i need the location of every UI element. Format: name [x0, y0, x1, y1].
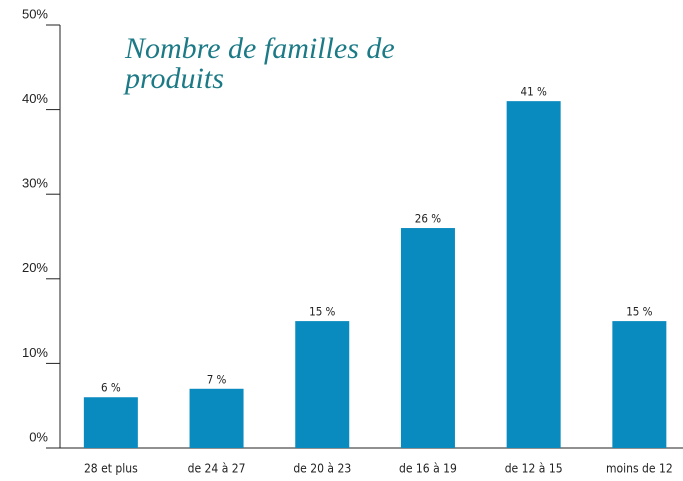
value-label: 7 %	[207, 372, 227, 386]
x-tick-label: de 24 à 27	[188, 462, 246, 476]
x-tick-label: moins de 12	[606, 462, 673, 476]
bar	[400, 228, 455, 448]
y-tick-label: 10%	[22, 345, 48, 360]
value-label: 26 %	[415, 212, 441, 226]
bar	[506, 101, 561, 448]
y-tick-label: 0%	[29, 429, 48, 444]
y-tick-label: 30%	[22, 176, 48, 191]
bar	[189, 388, 244, 448]
x-tick-label: de 20 à 23	[293, 462, 351, 476]
x-tick-label: de 12 à 15	[505, 462, 563, 476]
x-tick-label: de 16 à 19	[399, 462, 457, 476]
chart-title: Nombre de familles de produits	[125, 32, 395, 95]
value-label: 41 %	[521, 85, 547, 99]
x-tick-label: 28 et plus	[84, 462, 138, 476]
y-tick-label: 20%	[22, 260, 48, 275]
y-tick-label: 50%	[22, 6, 48, 21]
value-label: 15 %	[626, 305, 652, 319]
value-label: 6 %	[101, 381, 121, 395]
y-tick-label: 40%	[22, 91, 48, 106]
value-label: 15 %	[309, 305, 335, 319]
bar	[612, 321, 667, 448]
bar	[83, 397, 138, 448]
bar	[295, 321, 350, 448]
